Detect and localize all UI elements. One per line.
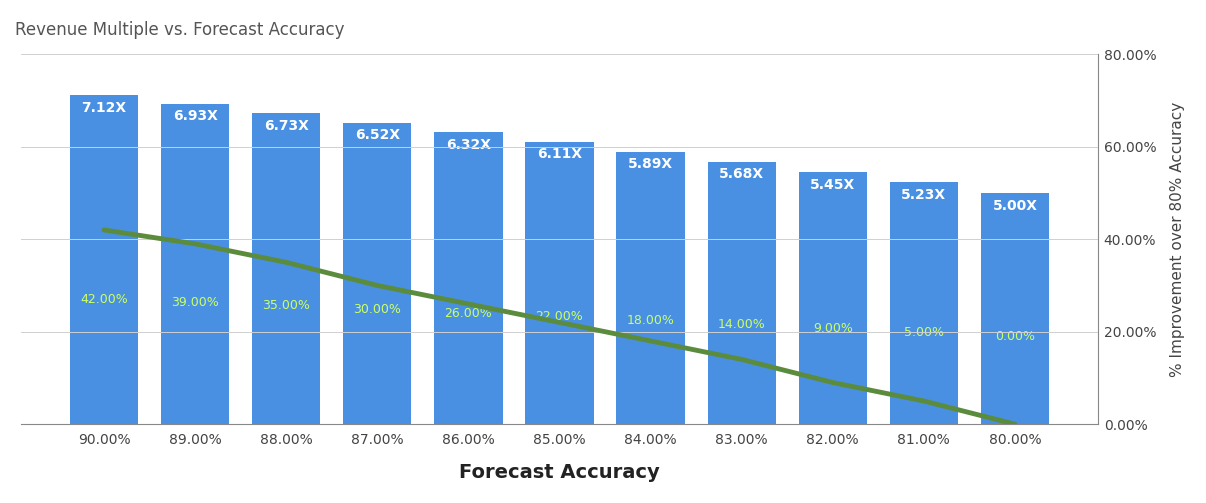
Text: 6.32X: 6.32X — [446, 137, 491, 151]
Text: 26.00%: 26.00% — [445, 307, 492, 319]
Text: 39.00%: 39.00% — [171, 296, 219, 309]
Text: 6.11X: 6.11X — [537, 147, 582, 161]
Bar — [70, 95, 139, 424]
Bar — [434, 132, 503, 424]
Text: Revenue Multiple vs. Forecast Accuracy: Revenue Multiple vs. Forecast Accuracy — [16, 21, 345, 39]
Text: 6.93X: 6.93X — [172, 109, 217, 123]
Bar — [160, 104, 229, 424]
Text: 5.89X: 5.89X — [628, 157, 673, 172]
Bar — [616, 152, 685, 424]
Bar — [252, 113, 321, 424]
Bar — [890, 183, 958, 424]
Text: 7.12X: 7.12X — [81, 101, 127, 115]
Text: 5.68X: 5.68X — [719, 167, 765, 181]
Bar — [980, 193, 1049, 424]
Text: 30.00%: 30.00% — [353, 303, 402, 316]
Text: 14.00%: 14.00% — [718, 318, 766, 331]
Text: 22.00%: 22.00% — [535, 310, 584, 323]
Text: 18.00%: 18.00% — [627, 314, 674, 327]
Text: 5.00%: 5.00% — [903, 326, 944, 339]
Text: 9.00%: 9.00% — [813, 322, 853, 335]
Text: 42.00%: 42.00% — [80, 293, 128, 305]
Bar — [343, 123, 411, 424]
Y-axis label: % Improvement over 80% Accuracy: % Improvement over 80% Accuracy — [1170, 102, 1185, 377]
Text: 6.52X: 6.52X — [355, 128, 400, 142]
Text: 35.00%: 35.00% — [262, 299, 310, 312]
Bar — [526, 142, 593, 424]
Text: 5.45X: 5.45X — [810, 178, 855, 192]
Bar — [798, 172, 867, 424]
Bar — [708, 161, 775, 424]
Text: 5.00X: 5.00X — [993, 199, 1037, 213]
Text: 6.73X: 6.73X — [264, 119, 309, 133]
Text: 5.23X: 5.23X — [901, 188, 947, 202]
X-axis label: Forecast Accuracy: Forecast Accuracy — [459, 463, 660, 482]
Text: 0.00%: 0.00% — [995, 330, 1035, 343]
